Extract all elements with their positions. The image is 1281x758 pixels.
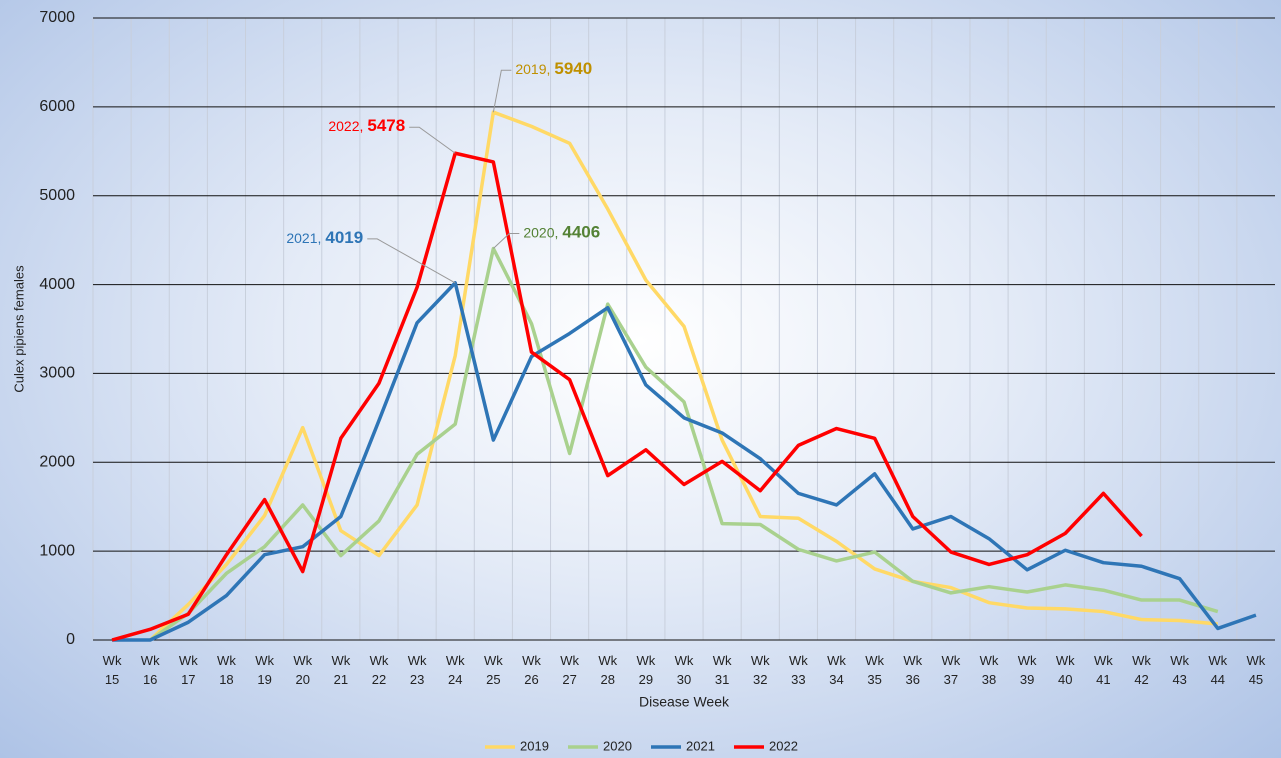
y-tick-label: 1000 [39, 542, 75, 559]
x-tick-label: Wk 29 [636, 653, 656, 687]
leader-line [493, 232, 520, 249]
y-tick-label: 2000 [39, 454, 75, 471]
x-tick-label: Wk 16 [140, 653, 160, 687]
series-line [112, 281, 1257, 642]
x-tick-label: Wk 31 [712, 653, 732, 687]
x-tick-label: Wk 30 [674, 653, 694, 687]
x-tick-label: Wk 15 [102, 653, 122, 687]
x-tick-label: Wk 33 [788, 653, 808, 687]
x-tick-label: Wk 41 [1094, 653, 1113, 687]
x-tick-label: Wk 35 [865, 653, 885, 687]
x-tick-label: Wk 24 [445, 653, 465, 687]
annotation-label: 2019, [515, 61, 550, 77]
data-label: 4406 [562, 223, 600, 242]
series-line [111, 151, 1143, 642]
y-tick-label: 7000 [39, 9, 75, 26]
x-axis-title: Disease Week [639, 694, 730, 710]
y-tick-label: 3000 [39, 365, 75, 382]
annotation: 2019, 5940 [515, 60, 592, 79]
series-line [149, 110, 1218, 642]
series-line [149, 246, 1219, 642]
x-tick-label: Wk 23 [407, 653, 427, 687]
annotation-label: 2022, [328, 118, 363, 134]
leader-line [409, 126, 456, 154]
x-tick-label: Wk 19 [255, 653, 274, 687]
x-tick-label: Wk 25 [483, 653, 503, 687]
x-tick-label: Wk 42 [1132, 653, 1151, 687]
legend-label: 2020 [603, 738, 632, 753]
x-tick-label: Wk 21 [331, 653, 351, 687]
data-label: 5478 [367, 117, 405, 136]
x-tick-label: Wk 17 [178, 653, 198, 687]
x-tick-label: Wk 36 [903, 653, 923, 687]
x-tick-label: Wk 37 [941, 653, 961, 687]
x-tick-label: Wk 22 [369, 653, 389, 687]
y-axis-title: Culex pipiens females [11, 265, 26, 393]
annotation-label: 2021, [286, 230, 321, 246]
x-tick-label: Wk 40 [1055, 653, 1075, 687]
x-tick-label: Wk 28 [598, 653, 618, 687]
data-label: 5940 [554, 60, 592, 79]
y-tick-label: 6000 [39, 98, 75, 115]
x-tick-label: Wk 34 [827, 653, 846, 687]
x-tick-label: Wk 43 [1170, 653, 1190, 687]
x-tick-label: Wk 39 [1017, 653, 1037, 687]
legend-label: 2021 [686, 738, 715, 753]
legend-label: 2019 [520, 738, 549, 753]
y-tick-label: 4000 [39, 276, 75, 293]
leader-line [492, 69, 512, 113]
data-label: 4019 [325, 228, 363, 247]
x-tick-label: Wk 45 [1246, 653, 1266, 687]
y-tick-label: 0 [66, 631, 75, 648]
leader-line [367, 238, 456, 284]
x-tick-label: Wk 27 [560, 653, 579, 687]
annotation: 2021, 4019 [286, 228, 363, 247]
x-tick-label: Wk 18 [217, 653, 236, 687]
annotation: 2020, 4406 [523, 223, 600, 242]
x-tick-label: Wk 38 [979, 653, 999, 687]
legend-label: 2022 [769, 738, 798, 753]
x-tick-label: Wk 26 [522, 653, 541, 687]
x-tick-label: Wk 44 [1208, 653, 1228, 687]
x-tick-label: Wk 32 [750, 653, 770, 687]
y-tick-label: 5000 [39, 187, 75, 204]
annotation-label: 2020, [523, 224, 558, 240]
annotation: 2022, 5478 [328, 117, 405, 136]
x-tick-label: Wk 20 [293, 653, 313, 687]
